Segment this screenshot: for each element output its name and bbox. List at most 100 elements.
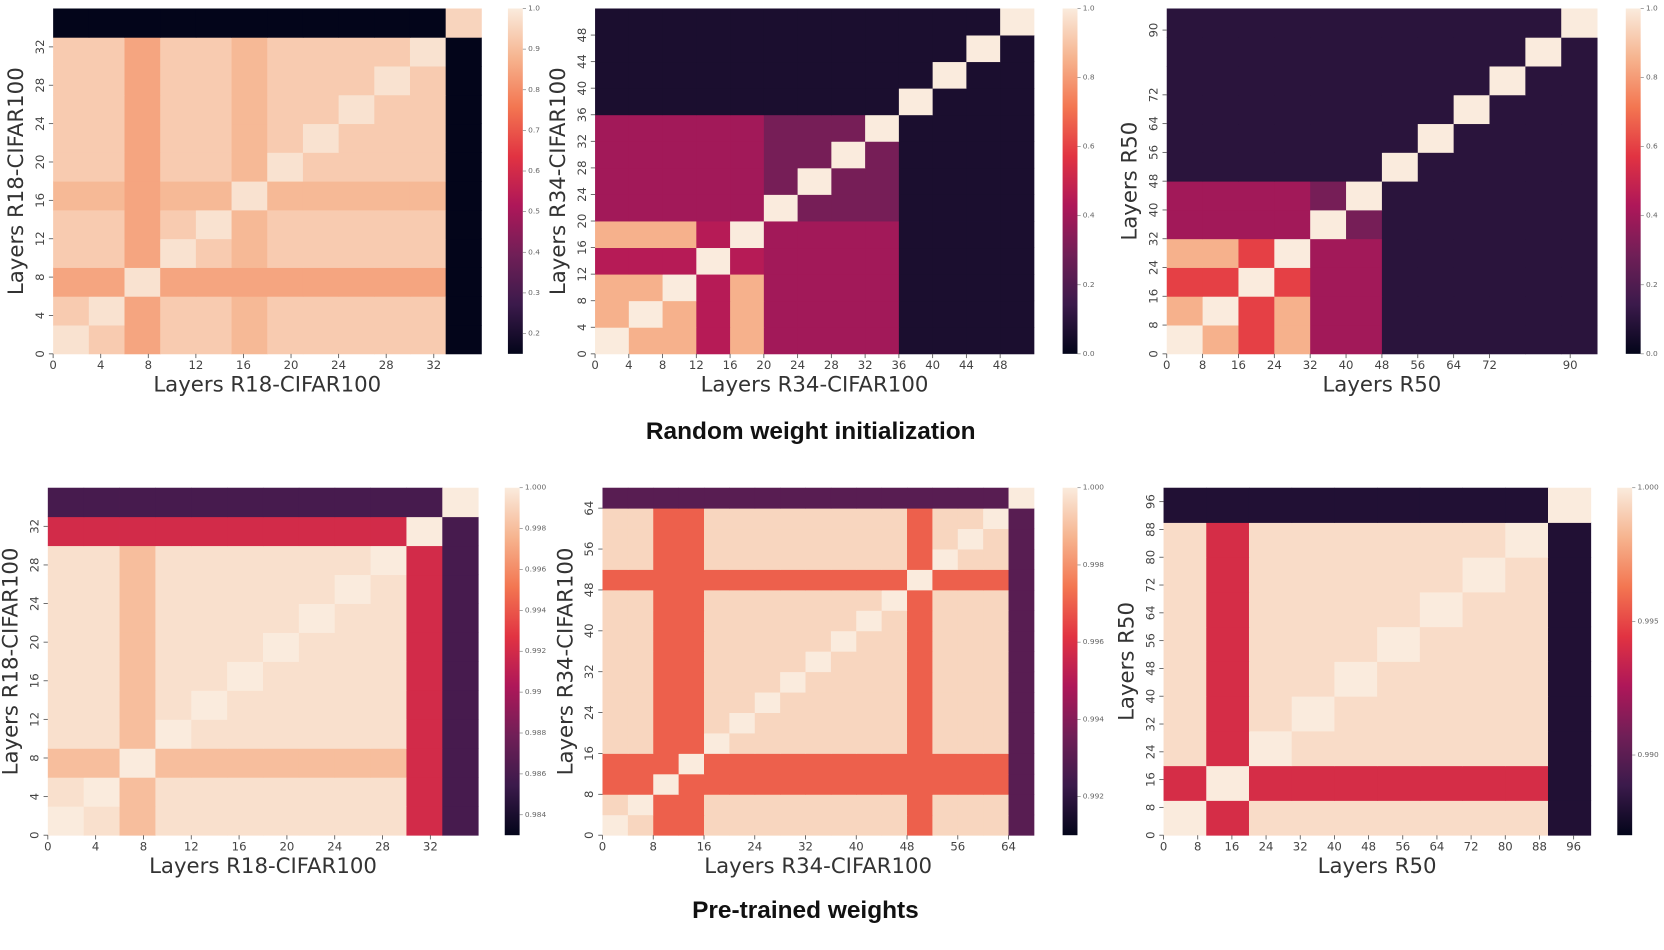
heatmap-cell: [191, 545, 228, 576]
heatmap-cell: [47, 661, 85, 691]
heatmap-cell: [627, 630, 654, 652]
colorbar-tick-label: 0.996: [1083, 637, 1105, 646]
heatmap-cell: [1505, 696, 1549, 732]
heatmap-cell: [195, 8, 232, 38]
heatmap-cell: [831, 300, 866, 328]
heatmap-cell: [983, 773, 1009, 795]
heatmap-cell: [907, 692, 933, 713]
heatmap-cell: [932, 167, 967, 195]
heatmap-cell: [191, 806, 228, 836]
heatmap-cell: [374, 267, 411, 297]
x-tick-label: 0: [599, 839, 606, 853]
heatmap-cell: [662, 114, 697, 142]
x-tick-label: 24: [1267, 358, 1282, 372]
heatmap-cell: [780, 508, 806, 530]
x-tick-label: 8: [650, 839, 657, 853]
heatmap-cell: [53, 296, 90, 326]
heatmap-cell: [898, 274, 934, 302]
heatmap-cell: [907, 549, 933, 570]
heatmap-cell: [856, 589, 883, 611]
x-tick-label: 36: [891, 358, 906, 372]
heatmap-cell: [1310, 181, 1347, 211]
heatmap-cell: [628, 141, 663, 169]
heatmap-cell: [338, 152, 375, 182]
heatmap-cell: [1419, 696, 1463, 732]
heatmap-cell: [267, 8, 304, 38]
heatmap-cell: [831, 221, 866, 249]
heatmap-cell: [1238, 209, 1275, 240]
y-tick-label: 4: [28, 793, 42, 800]
heatmap-cell: [730, 61, 765, 89]
heatmap-cell: [856, 508, 883, 530]
heatmap-cell: [445, 152, 482, 182]
y-tick-label: 8: [582, 791, 596, 798]
heatmap-cell: [1505, 730, 1549, 767]
heatmap-cell: [1248, 557, 1293, 593]
heatmap-cell: [696, 88, 731, 116]
heatmap-cell: [983, 630, 1009, 652]
heatmap-cell: [195, 123, 232, 153]
heatmap-cell: [1206, 696, 1250, 732]
heatmap-cell: [445, 238, 482, 268]
heatmap-cell: [805, 773, 832, 795]
heatmap-cell: [160, 123, 197, 153]
heatmap-cell: [865, 35, 900, 63]
colorbar-tick-label: 0.998: [1083, 560, 1105, 569]
colorbar-tick-label: 0.4: [528, 247, 540, 256]
heatmap-cell: [47, 719, 85, 749]
y-tick-label: 32: [575, 134, 589, 149]
heatmap-cell: [83, 545, 120, 576]
heatmap-cell: [1381, 267, 1419, 297]
heatmap-cell: [932, 247, 967, 275]
heatmap-cell: [1377, 730, 1421, 767]
heatmap-cell: [47, 690, 85, 720]
heatmap-cell: [754, 651, 781, 673]
heatmap-cell: [881, 630, 908, 652]
heatmap-cell: [1291, 626, 1335, 662]
heatmap-cell: [830, 753, 857, 775]
heatmap-cell: [1547, 696, 1592, 732]
heatmap-cell: [856, 651, 883, 673]
heatmap-cell: [1561, 37, 1598, 67]
heatmap-cell: [334, 690, 372, 720]
heatmap-cell: [1310, 325, 1347, 355]
heatmap-cell: [155, 516, 192, 547]
heatmap-cell: [334, 806, 372, 836]
heatmap-cell: [1202, 238, 1239, 268]
heatmap-cell: [932, 8, 967, 36]
y-tick-label: 32: [1146, 231, 1160, 246]
heatmap-cell: [53, 94, 90, 125]
heatmap-cell: [227, 574, 264, 604]
x-tick-label: 32: [426, 358, 441, 372]
heatmap-cell: [302, 66, 340, 96]
y-tick-label: 36: [575, 107, 589, 122]
heatmap-cell: [856, 630, 883, 652]
heatmap-cell: [932, 630, 959, 652]
heatmap-cell: [653, 549, 680, 570]
heatmap-cell: [602, 508, 629, 530]
heatmap-cell: [1462, 765, 1506, 801]
heatmap-cell: [155, 661, 192, 691]
colorbar-tick-label: 1.0: [528, 4, 540, 13]
y-axis-label: Layers R50: [1118, 122, 1143, 241]
heatmap-cell: [88, 238, 125, 268]
heatmap-cell: [797, 300, 832, 328]
heatmap-cell: [1377, 661, 1421, 697]
heatmap-cell: [227, 632, 264, 662]
y-tick-label: 32: [582, 664, 596, 679]
heatmap-cell: [1453, 152, 1490, 182]
heatmap-cell: [653, 773, 680, 795]
heatmap-cell: [957, 487, 984, 509]
heatmap-cell: [227, 545, 264, 576]
heatmap-cell: [1163, 487, 1207, 523]
heatmap-cell: [754, 610, 781, 632]
heatmap-cell: [1248, 591, 1293, 628]
heatmap-cell: [1417, 267, 1455, 297]
heatmap-cell: [830, 794, 857, 816]
heatmap-cell: [1462, 522, 1506, 558]
heatmap-cell: [1547, 522, 1592, 558]
heatmap-cell: [231, 238, 268, 268]
heatmap-cell: [195, 94, 232, 125]
heatmap-cell: [334, 603, 372, 633]
heatmap-cell: [231, 209, 268, 240]
